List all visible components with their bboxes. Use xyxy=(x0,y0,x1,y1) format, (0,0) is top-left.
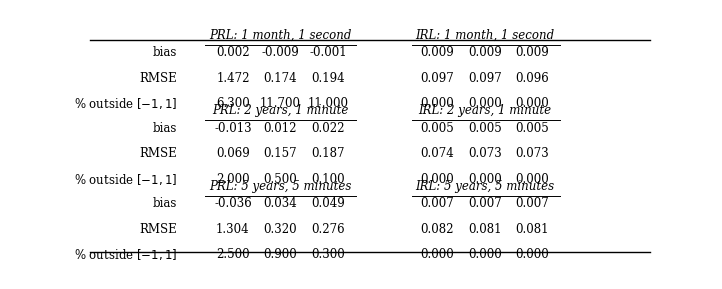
Text: % outside $[-1,1]$: % outside $[-1,1]$ xyxy=(74,247,177,262)
Text: 0.005: 0.005 xyxy=(420,122,454,135)
Text: bias: bias xyxy=(152,122,177,135)
Text: 0.007: 0.007 xyxy=(468,197,502,210)
Text: IRL: 1 month, 1 second: IRL: 1 month, 1 second xyxy=(415,28,554,41)
Text: IRL: 5 years, 5 minutes: IRL: 5 years, 5 minutes xyxy=(415,180,554,193)
Text: 0.000: 0.000 xyxy=(516,173,549,186)
Text: 0.007: 0.007 xyxy=(420,197,454,210)
Text: -0.036: -0.036 xyxy=(214,197,252,210)
Text: 0.005: 0.005 xyxy=(468,122,502,135)
Text: 0.000: 0.000 xyxy=(516,249,549,262)
Text: 0.000: 0.000 xyxy=(468,249,502,262)
Text: 0.000: 0.000 xyxy=(420,249,454,262)
Text: 6.300: 6.300 xyxy=(216,97,250,110)
Text: 0.012: 0.012 xyxy=(264,122,297,135)
Text: 0.187: 0.187 xyxy=(311,147,345,160)
Text: 0.194: 0.194 xyxy=(311,72,345,85)
Text: IRL: 2 years, 1 minute: IRL: 2 years, 1 minute xyxy=(418,104,552,117)
Text: PRL: 2 years, 1 minute: PRL: 2 years, 1 minute xyxy=(212,104,349,117)
Text: 0.082: 0.082 xyxy=(420,223,454,236)
Text: % outside $[-1,1]$: % outside $[-1,1]$ xyxy=(74,96,177,111)
Text: RMSE: RMSE xyxy=(139,72,177,85)
Text: 2.000: 2.000 xyxy=(216,173,250,186)
Text: 0.000: 0.000 xyxy=(420,173,454,186)
Text: RMSE: RMSE xyxy=(139,147,177,160)
Text: 0.300: 0.300 xyxy=(311,249,345,262)
Text: -0.001: -0.001 xyxy=(309,46,347,59)
Text: 0.005: 0.005 xyxy=(516,122,549,135)
Text: 0.009: 0.009 xyxy=(420,46,454,59)
Text: 0.002: 0.002 xyxy=(216,46,250,59)
Text: 0.157: 0.157 xyxy=(264,147,297,160)
Text: 0.049: 0.049 xyxy=(311,197,345,210)
Text: 0.096: 0.096 xyxy=(516,72,549,85)
Text: 0.000: 0.000 xyxy=(468,97,502,110)
Text: RMSE: RMSE xyxy=(139,223,177,236)
Text: 0.097: 0.097 xyxy=(420,72,454,85)
Text: 0.276: 0.276 xyxy=(311,223,345,236)
Text: 0.034: 0.034 xyxy=(264,197,297,210)
Text: 0.174: 0.174 xyxy=(264,72,297,85)
Text: 0.100: 0.100 xyxy=(311,173,345,186)
Text: 0.000: 0.000 xyxy=(468,173,502,186)
Text: bias: bias xyxy=(152,197,177,210)
Text: 0.000: 0.000 xyxy=(420,97,454,110)
Text: 0.009: 0.009 xyxy=(468,46,502,59)
Text: PRL: 1 month, 1 second: PRL: 1 month, 1 second xyxy=(209,28,352,41)
Text: 0.320: 0.320 xyxy=(264,223,297,236)
Text: -0.009: -0.009 xyxy=(261,46,300,59)
Text: 0.500: 0.500 xyxy=(264,173,297,186)
Text: 0.097: 0.097 xyxy=(468,72,502,85)
Text: -0.013: -0.013 xyxy=(214,122,252,135)
Text: 1.472: 1.472 xyxy=(216,72,250,85)
Text: 0.073: 0.073 xyxy=(516,147,549,160)
Text: % outside $[-1,1]$: % outside $[-1,1]$ xyxy=(74,172,177,187)
Text: 0.074: 0.074 xyxy=(420,147,454,160)
Text: 0.073: 0.073 xyxy=(468,147,502,160)
Text: PRL: 5 years, 5 minutes: PRL: 5 years, 5 minutes xyxy=(209,180,352,193)
Text: 0.007: 0.007 xyxy=(516,197,549,210)
Text: 2.500: 2.500 xyxy=(216,249,250,262)
Text: 0.900: 0.900 xyxy=(264,249,297,262)
Text: 0.069: 0.069 xyxy=(216,147,250,160)
Text: 0.081: 0.081 xyxy=(516,223,549,236)
Text: 11.000: 11.000 xyxy=(308,97,349,110)
Text: 0.081: 0.081 xyxy=(468,223,502,236)
Text: 0.009: 0.009 xyxy=(516,46,549,59)
Text: 0.000: 0.000 xyxy=(516,97,549,110)
Text: 0.022: 0.022 xyxy=(311,122,345,135)
Text: 11.700: 11.700 xyxy=(260,97,301,110)
Text: 1.304: 1.304 xyxy=(216,223,250,236)
Text: bias: bias xyxy=(152,46,177,59)
